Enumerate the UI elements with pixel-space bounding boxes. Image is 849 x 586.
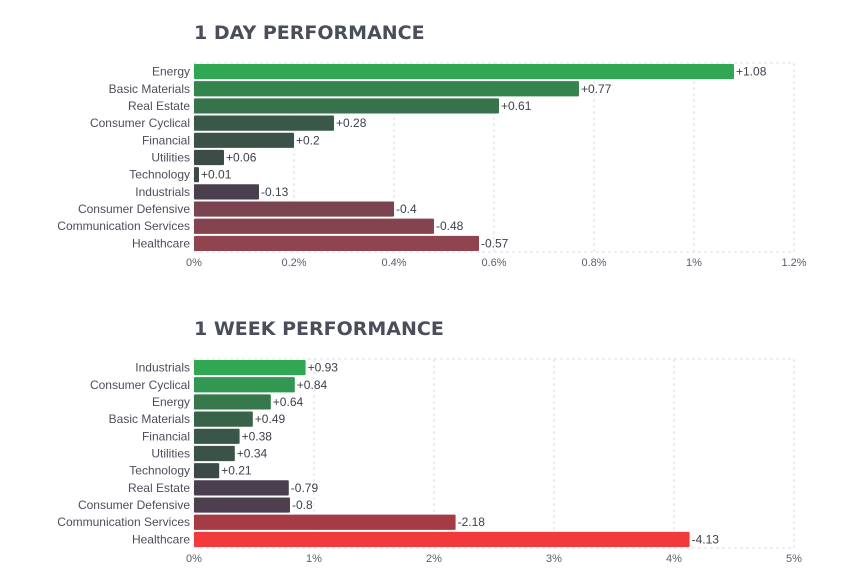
category-label: Energy [152,395,190,409]
x-tick-label: 4% [666,553,682,565]
bar [194,394,271,410]
bar [194,167,199,183]
bar [194,235,479,251]
category-label: Financial [142,133,190,147]
category-label: Healthcare [132,532,190,546]
bar [194,115,334,131]
category-label: Energy [152,65,190,79]
category-label: Utilities [151,447,190,461]
value-label: +0.84 [297,378,328,392]
category-label: Industrials [135,185,190,199]
value-label: -0.48 [436,219,464,233]
value-label: +0.21 [221,464,252,478]
x-tick-label: 1.2% [781,257,806,269]
value-label: +1.08 [736,65,767,79]
bar [194,514,456,530]
bar [194,132,294,148]
value-label: +0.64 [273,395,304,409]
value-label: +0.01 [201,168,232,182]
chart-title-1day: 1 DAY PERFORMANCE [194,22,425,44]
value-label: +0.28 [336,116,367,130]
bar [194,377,295,393]
value-label: +0.06 [226,151,257,165]
value-label: +0.49 [255,412,286,426]
x-tick-label: 0% [186,257,202,269]
category-label: Healthcare [132,236,190,250]
x-tick-label: 2% [426,553,442,565]
x-tick-label: 0% [186,553,202,565]
value-label: +0.34 [237,447,268,461]
category-label: Basic Materials [109,82,190,96]
bar [194,64,734,80]
category-label: Real Estate [128,481,190,495]
bar [194,81,579,97]
x-tick-label: 1% [306,553,322,565]
category-label: Real Estate [128,99,190,113]
category-label: Financial [142,429,190,443]
value-label: -4.13 [692,532,720,546]
value-label: +0.2 [296,133,320,147]
category-label: Communication Services [57,515,190,529]
bar [194,428,240,444]
bar [194,201,394,217]
bar [194,98,499,114]
category-label: Consumer Defensive [78,202,190,216]
category-label: Basic Materials [109,412,190,426]
x-tick-label: 0.6% [481,257,506,269]
bar [194,149,224,166]
x-tick-label: 3% [546,553,562,565]
value-label: +0.77 [581,82,612,96]
value-label: -0.8 [292,498,313,512]
value-label: -0.57 [481,236,509,250]
bar-chart-1week: 0% 1% 2% 3% 4% 5% Industrials +0.93 Consumer Cyc… [57,358,802,565]
value-label: -0.79 [291,481,319,495]
category-label: Consumer Cyclical [90,116,190,130]
x-tick-label: 5% [786,553,802,565]
value-label: -0.13 [261,185,289,199]
bar [194,463,220,479]
category-label: Technology [129,168,190,182]
bar [194,445,235,462]
chart-title-1week: 1 WEEK PERFORMANCE [194,318,444,340]
bar [194,218,434,234]
bar [194,411,253,427]
category-label: Consumer Cyclical [90,378,190,392]
x-tick-label: 1% [686,257,702,269]
category-label: Industrials [135,361,190,375]
x-tick-label: 0.4% [381,257,406,269]
value-label: -0.4 [396,202,417,216]
category-label: Communication Services [57,219,190,233]
category-label: Technology [129,464,190,478]
bar [194,184,259,200]
value-label: +0.38 [242,429,273,443]
category-label: Consumer Defensive [78,498,190,512]
x-tick-label: 0.8% [581,257,606,269]
bar [194,531,690,547]
bar-chart-1day: 0% 0.2% 0.4% 0.6% 0.8% 1% 1.2% Energy +1.08 Basic… [57,62,807,269]
value-label: -2.18 [458,515,486,529]
bar [194,480,289,496]
bar [194,497,290,513]
value-label: +0.93 [308,361,339,375]
category-label: Utilities [151,151,190,165]
value-label: +0.61 [501,99,532,113]
x-tick-label: 0.2% [281,257,306,269]
bar [194,360,306,376]
